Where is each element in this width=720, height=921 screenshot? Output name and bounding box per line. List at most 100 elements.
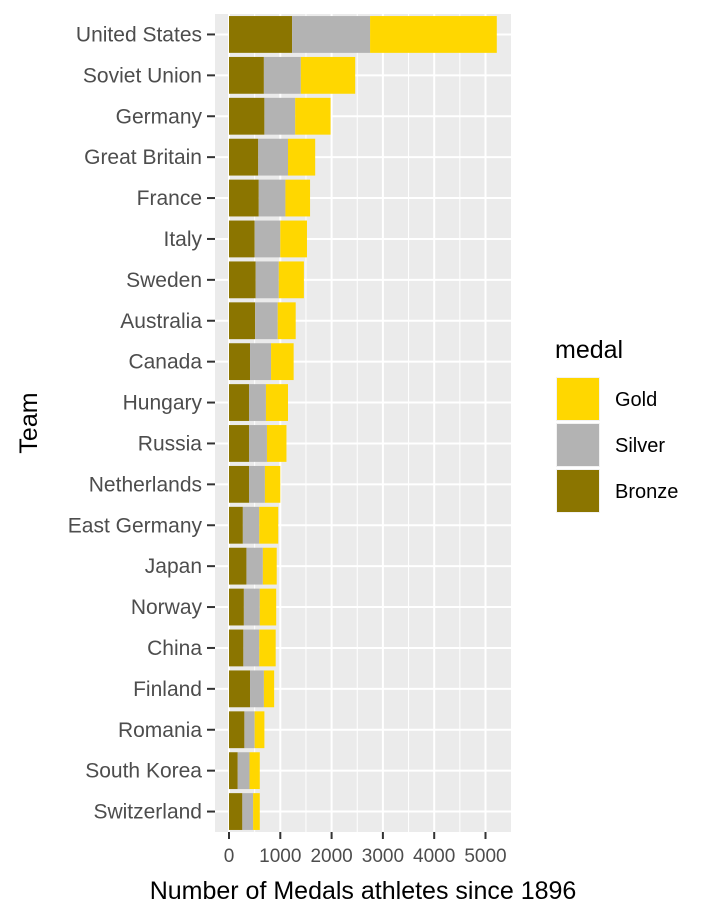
legend-key-bronze — [557, 470, 599, 512]
x-tick-label: 1000 — [259, 846, 301, 867]
bar-gold-great-britain — [287, 138, 316, 176]
y-axis: United States Soviet Union Germany Great Br… — [68, 23, 215, 824]
x-axis: 0 1000 2000 3000 4000 5000 — [224, 832, 507, 867]
bar-silver-germany — [264, 97, 296, 135]
x-tick-label: 2000 — [310, 846, 352, 867]
y-tick-label: Soviet Union — [83, 64, 202, 87]
bar-silver-canada — [250, 343, 272, 381]
y-tick-label: France — [137, 187, 202, 210]
legend-label-silver: Silver — [615, 435, 665, 457]
bar-bronze-italy — [229, 220, 255, 258]
bar-bronze-russia — [229, 425, 250, 462]
legend-key-gold — [557, 378, 599, 420]
y-tick-label: East Germany — [68, 514, 203, 537]
y-tick-label: Hungary — [123, 392, 203, 415]
bar-gold-switzerland — [253, 793, 260, 830]
bar-bronze-switzerland — [229, 793, 243, 830]
legend-title: medal — [555, 336, 623, 364]
bar-silver-france — [258, 179, 286, 217]
y-tick-label: United States — [76, 23, 202, 46]
bar-gold-norway — [259, 588, 277, 626]
bar-bronze-netherlands — [229, 465, 250, 503]
bar-silver-hungary — [249, 384, 266, 421]
bar-gold-finland — [263, 670, 275, 708]
bar-bronze-japan — [229, 547, 247, 585]
legend-key-silver — [557, 424, 599, 466]
bar-silver-italy — [254, 220, 281, 258]
bar-gold-japan — [262, 547, 277, 585]
bar-bronze-soviet-union — [229, 56, 264, 94]
legend-label-bronze: Bronze — [615, 481, 678, 503]
y-tick-label: Great Britain — [84, 146, 202, 169]
panel-background — [215, 14, 511, 832]
bar-silver-russia — [249, 425, 267, 462]
bar-bronze-china — [229, 629, 244, 667]
y-tick-label: South Korea — [85, 760, 202, 783]
bar-gold-france — [285, 179, 311, 217]
x-axis-title: Number of Medals athletes since 1896 — [150, 877, 577, 905]
bar-silver-japan — [246, 547, 263, 585]
bar-silver-australia — [255, 302, 278, 340]
bar-bronze-sweden — [229, 261, 256, 299]
y-tick-label: Japan — [145, 555, 202, 578]
y-tick-label: Sweden — [126, 269, 202, 292]
bar-silver-united-states — [292, 16, 371, 53]
y-tick-label: Russia — [138, 432, 203, 455]
bar-bronze-united-states — [229, 16, 293, 53]
legend: medal Gold Silver Bronze — [555, 336, 678, 513]
x-tick-label: 4000 — [413, 846, 455, 867]
bar-gold-romania — [254, 711, 265, 749]
y-tick-label: Finland — [133, 678, 202, 701]
bar-silver-netherlands — [249, 465, 265, 503]
bar-gold-sweden — [278, 261, 304, 299]
bar-bronze-great-britain — [229, 138, 259, 176]
x-tick-label: 5000 — [464, 846, 506, 867]
y-tick-label: Norway — [131, 596, 203, 619]
y-tick-label: Switzerland — [93, 801, 202, 824]
bar-gold-australia — [277, 302, 296, 340]
bar-silver-norway — [243, 588, 260, 626]
bar-gold-russia — [266, 425, 287, 462]
bar-gold-canada — [271, 343, 294, 381]
bar-bronze-canada — [229, 343, 251, 381]
bar-bronze-germany — [229, 97, 265, 135]
y-tick-label: Romania — [118, 719, 202, 742]
bar-layer — [229, 16, 497, 830]
bar-gold-netherlands — [264, 465, 281, 503]
bar-gold-china — [259, 629, 276, 667]
bar-silver-finland — [250, 670, 264, 708]
bar-gold-italy — [280, 220, 307, 258]
bar-bronze-norway — [229, 588, 244, 626]
bar-silver-switzerland — [242, 793, 254, 830]
y-tick-label: Canada — [128, 351, 202, 374]
bar-silver-east-germany — [242, 506, 260, 544]
y-tick-label: Australia — [120, 310, 202, 333]
y-tick-label: China — [147, 637, 202, 660]
bar-silver-soviet-union — [263, 56, 301, 94]
bar-silver-china — [243, 629, 260, 667]
bar-bronze-australia — [229, 302, 256, 340]
bar-bronze-south-korea — [229, 752, 238, 790]
x-tick-label: 3000 — [362, 846, 404, 867]
legend-label-gold: Gold — [615, 389, 657, 411]
bar-gold-hungary — [265, 384, 288, 421]
bar-gold-east-germany — [259, 506, 279, 544]
bar-bronze-france — [229, 179, 259, 217]
y-tick-label: Germany — [116, 105, 203, 128]
bar-bronze-romania — [229, 711, 245, 749]
bar-silver-sweden — [255, 261, 279, 299]
bar-gold-south-korea — [249, 752, 260, 790]
bar-gold-soviet-union — [300, 56, 356, 94]
y-axis-title: Team — [15, 392, 43, 453]
bar-gold-united-states — [370, 16, 497, 53]
x-tick-label: 0 — [224, 846, 235, 867]
bar-silver-south-korea — [237, 752, 250, 790]
bar-bronze-finland — [229, 670, 251, 708]
bar-bronze-east-germany — [229, 506, 243, 544]
bar-bronze-hungary — [229, 384, 250, 421]
bar-silver-great-britain — [258, 138, 288, 176]
y-tick-label: Italy — [163, 228, 202, 251]
bar-silver-romania — [244, 711, 255, 749]
